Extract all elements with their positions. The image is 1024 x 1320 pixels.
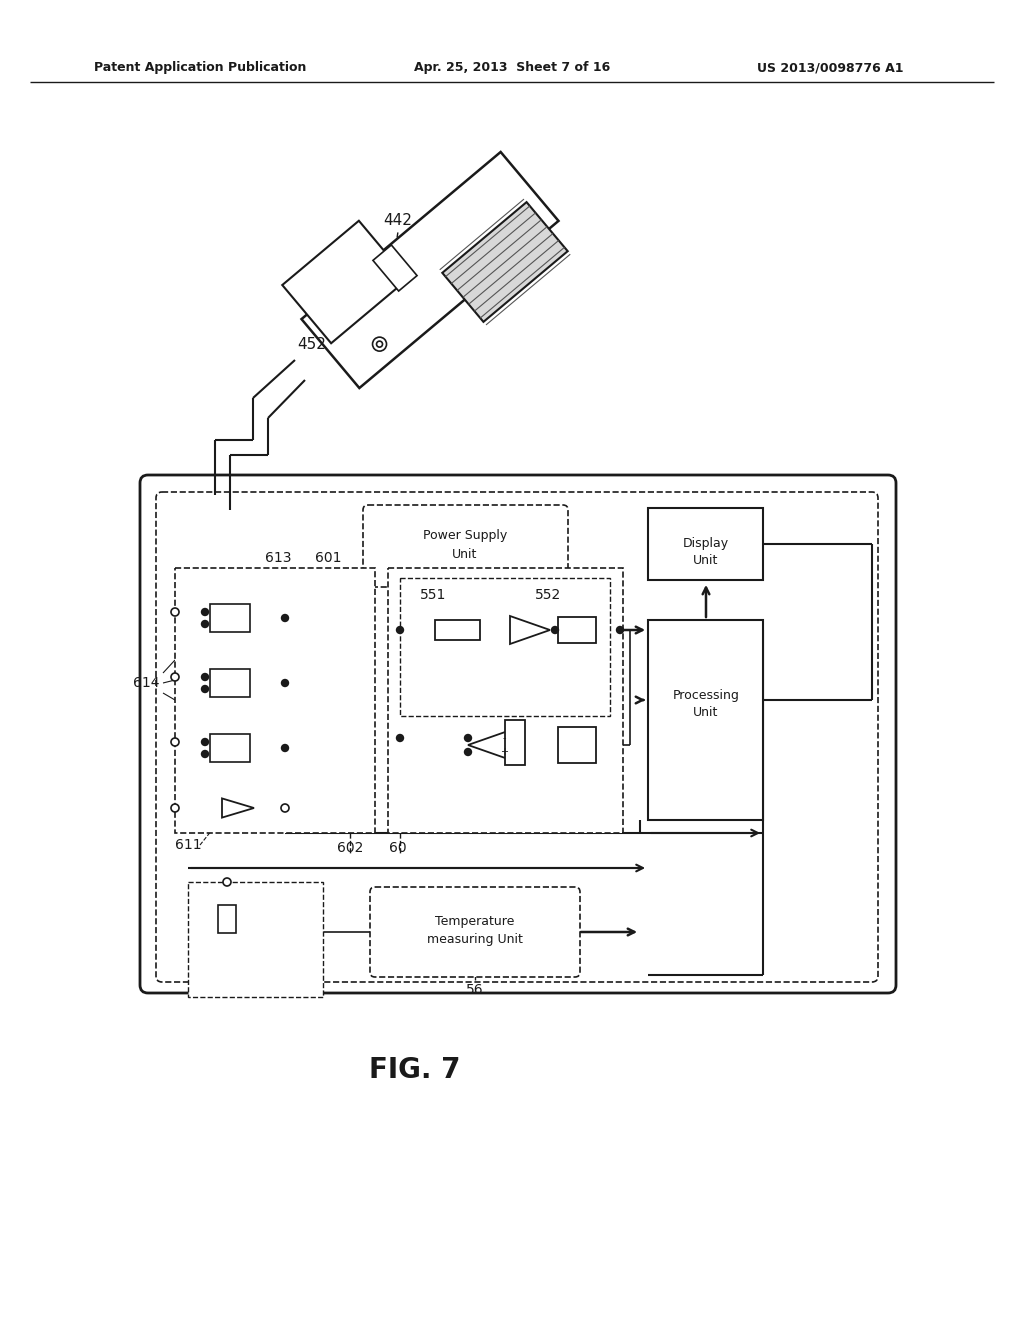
Circle shape [202,751,209,758]
FancyBboxPatch shape [140,475,896,993]
Circle shape [465,734,471,742]
Bar [648,508,763,579]
Circle shape [223,878,231,886]
Bar [435,620,480,640]
Circle shape [282,744,289,751]
Text: 601: 601 [314,550,341,565]
Polygon shape [222,799,254,817]
Text: 614: 614 [133,676,160,690]
Text: Unit: Unit [693,553,719,566]
Bar [210,669,250,697]
Bar [175,568,375,833]
Circle shape [282,615,289,622]
Bar [558,616,596,643]
Text: 56: 56 [466,983,483,997]
Text: -: - [502,733,506,743]
Text: 60: 60 [389,841,407,855]
Bar [210,605,250,632]
Text: 611: 611 [175,838,202,851]
Circle shape [396,734,403,742]
Text: Power Supply: Power Supply [423,529,507,543]
Polygon shape [510,616,550,644]
Text: measuring Unit: measuring Unit [427,933,523,946]
Circle shape [202,738,209,746]
Circle shape [202,620,209,627]
Text: 602: 602 [337,841,364,855]
Circle shape [465,748,471,755]
Bar [558,727,596,763]
Circle shape [282,680,289,686]
Text: Unit: Unit [693,705,719,718]
Bar [218,906,236,933]
Text: 442: 442 [383,213,413,228]
Circle shape [373,337,386,351]
Polygon shape [301,152,558,388]
Text: US 2013/0098776 A1: US 2013/0098776 A1 [757,62,903,74]
Text: Temperature: Temperature [435,916,515,928]
Bar [648,620,763,820]
Circle shape [552,627,558,634]
Text: Apr. 25, 2013  Sheet 7 of 16: Apr. 25, 2013 Sheet 7 of 16 [414,62,610,74]
Circle shape [171,673,179,681]
Text: 452: 452 [298,337,327,351]
Circle shape [171,738,179,746]
Polygon shape [468,730,512,760]
Text: 551: 551 [420,587,446,602]
Text: Processing: Processing [673,689,739,701]
Bar [188,882,323,997]
Bar [210,734,250,762]
Text: 613: 613 [265,550,291,565]
Polygon shape [442,202,567,322]
Text: 552: 552 [535,587,561,602]
Bar [388,568,623,833]
Circle shape [171,609,179,616]
Circle shape [171,804,179,812]
FancyBboxPatch shape [362,506,568,587]
Circle shape [377,341,383,347]
FancyBboxPatch shape [370,887,580,977]
Polygon shape [283,220,408,343]
Bar [505,719,525,766]
Circle shape [281,804,289,812]
Circle shape [396,627,403,634]
Text: Patent Application Publication: Patent Application Publication [94,62,306,74]
Circle shape [202,673,209,681]
Circle shape [202,609,209,615]
Circle shape [202,685,209,693]
Text: Unit: Unit [453,549,477,561]
Text: +: + [500,747,508,756]
Text: FIG. 7: FIG. 7 [370,1056,461,1084]
Text: Display: Display [683,537,729,550]
Circle shape [616,627,624,634]
Bar [400,578,610,715]
Polygon shape [373,246,417,290]
